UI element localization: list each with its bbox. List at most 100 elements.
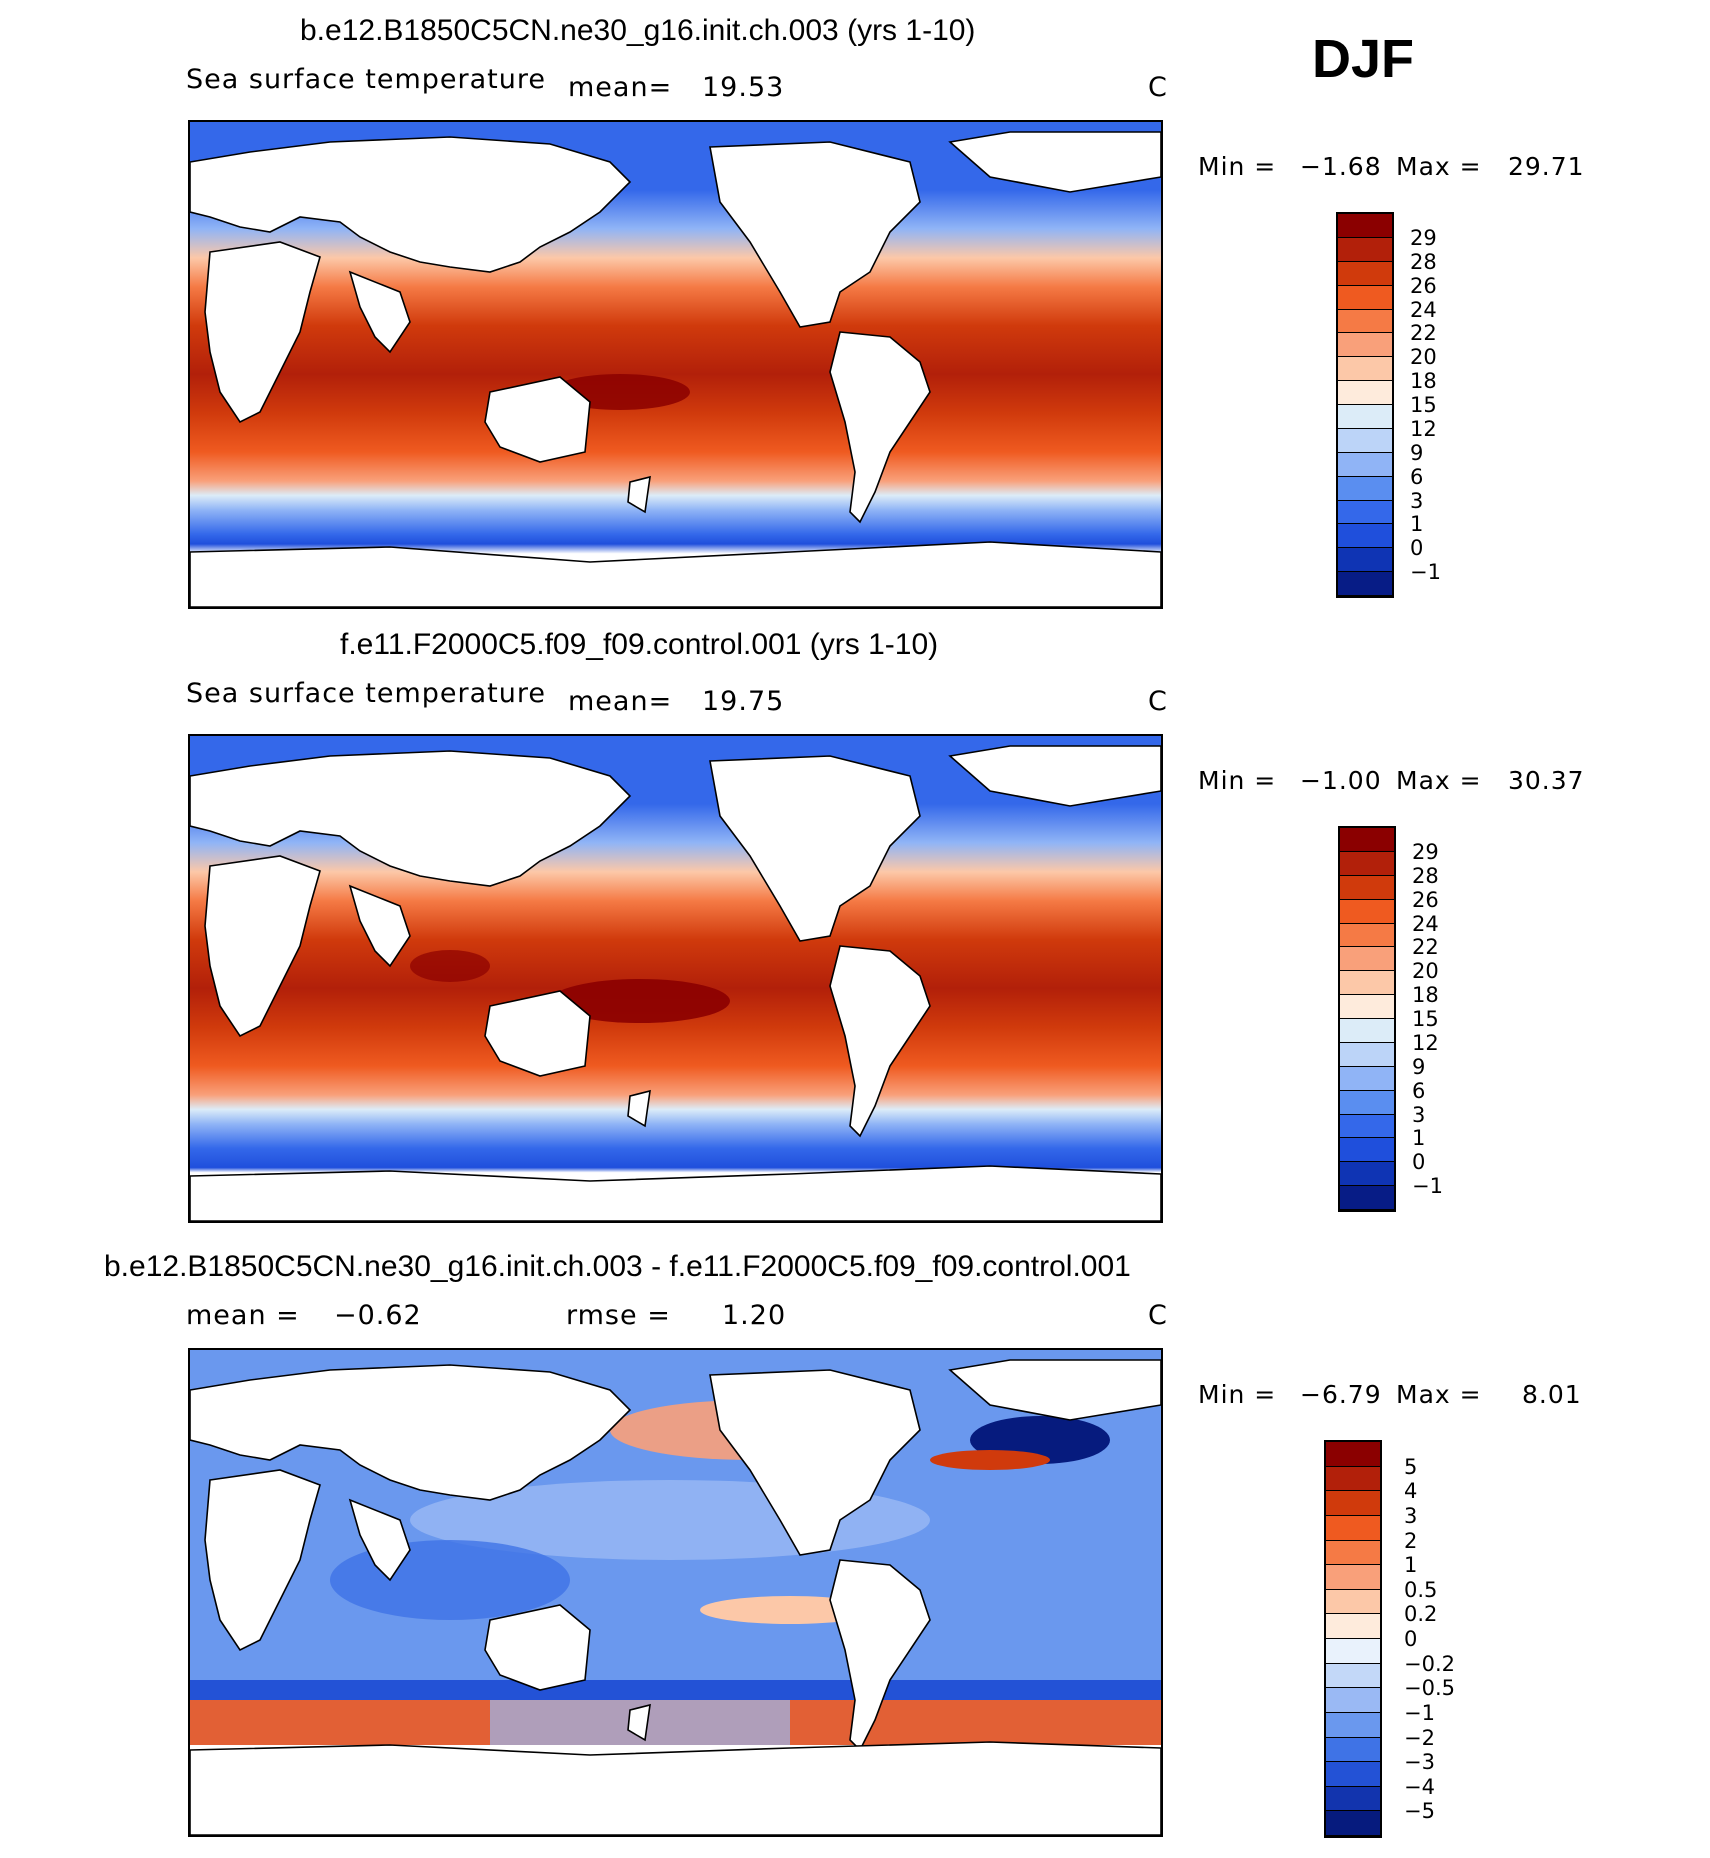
panel2-colorbar-segment — [1340, 947, 1394, 972]
panel2-colorbar-segment — [1340, 1066, 1394, 1091]
panel3-title: b.e12.B1850C5CN.ne30_g16.init.ch.003 - f… — [104, 1250, 1131, 1283]
panel2-colorbar-tick-label: 9 — [1412, 1054, 1426, 1079]
panel3-colorbar-tick-label: 5 — [1404, 1454, 1418, 1479]
panel2-colorbar-tick-label: 3 — [1412, 1102, 1426, 1127]
panel1-colorbar-segment — [1338, 452, 1392, 477]
panel1-colorbar-segment — [1338, 237, 1392, 262]
panel3-min-label: Min = — [1198, 1380, 1277, 1409]
panel3-colorbar-tick-label: 0 — [1404, 1627, 1418, 1651]
panel2-colorbar-segment — [1340, 899, 1394, 924]
panel2-colorbar-segment — [1340, 1042, 1394, 1067]
panel3-mean-value: −0.62 — [334, 1300, 422, 1331]
panel2-max-value: 30.37 — [1508, 766, 1585, 795]
panel2-mean-value: 19.75 — [702, 686, 785, 717]
panel2-colorbar-tick-label: 15 — [1412, 1007, 1439, 1031]
panel1-colorbar-tick-label: 28 — [1410, 249, 1437, 274]
panel1-colorbar-segment — [1338, 548, 1392, 573]
panel1-min-value: −1.68 — [1300, 152, 1382, 181]
season-label: DJF — [1312, 29, 1415, 89]
panel1-colorbar-segment — [1338, 285, 1392, 310]
panel1-colorbar-tick-label: 0 — [1410, 536, 1424, 561]
panel2-colorbar — [1338, 826, 1396, 1212]
panel2-colorbar-segment — [1340, 971, 1394, 996]
panel1-colorbar-tick-label: 1 — [1410, 512, 1424, 537]
panel3-max-label: Max = — [1396, 1380, 1482, 1409]
panel2-colorbar-segment — [1340, 1114, 1394, 1139]
panel1-colorbar-tick-label: 24 — [1410, 297, 1437, 322]
panel3-colorbar-segment — [1326, 1515, 1380, 1541]
panel3-colorbar-tick-label: −3 — [1404, 1750, 1435, 1775]
panel3-mean-label: mean = — [186, 1300, 300, 1331]
panel1-colorbar-segment — [1338, 572, 1392, 596]
panel1-colorbar-tick-label: 9 — [1410, 440, 1424, 465]
panel2-colorbar-tick-label: 18 — [1412, 983, 1439, 1008]
panel1-units: C — [1148, 72, 1168, 103]
panel3-rmse-value: 1.20 — [722, 1300, 787, 1331]
panel3-colorbar-segment — [1326, 1663, 1380, 1689]
panel2-colorbar-tick-label: 0 — [1412, 1150, 1426, 1175]
panel2-colorbar-tick-label: 22 — [1412, 935, 1439, 960]
panel3-units: C — [1148, 1300, 1168, 1331]
panel1-min-label: Min = — [1198, 152, 1277, 181]
panel2-colorbar-segment — [1340, 875, 1394, 900]
panel1-colorbar-segment — [1338, 500, 1392, 525]
panel3-colorbar-tick-label: −0.5 — [1404, 1676, 1455, 1701]
panel1-colorbar-segment — [1338, 357, 1392, 382]
panel1-map — [188, 120, 1163, 609]
panel3-colorbar-tick-label: −5 — [1404, 1799, 1435, 1824]
panel1-title: b.e12.B1850C5CN.ne30_g16.init.ch.003 (yr… — [300, 14, 976, 47]
panel1-mean-value: 19.53 — [702, 72, 785, 103]
panel1-mean-label: mean= — [568, 72, 673, 103]
panel3-colorbar-segment — [1326, 1688, 1380, 1713]
panel1-colorbar-tick-label: 12 — [1410, 416, 1437, 441]
panel3-colorbar-tick-label: 0.5 — [1404, 1577, 1438, 1602]
panel1-colorbar-tick-label: 29 — [1410, 225, 1437, 250]
panel3-colorbar-tick-label: 2 — [1404, 1528, 1418, 1553]
panel1-colorbar-segment — [1338, 428, 1392, 453]
panel2-colorbar-segment — [1340, 1138, 1394, 1163]
panel1-colorbar-segment — [1338, 309, 1392, 334]
panel3-colorbar-segment — [1326, 1639, 1380, 1664]
panel3-colorbar-tick-label: 3 — [1404, 1503, 1418, 1528]
panel3-colorbar-segment — [1326, 1589, 1380, 1615]
panel2-colorbar-tick-label: 28 — [1412, 863, 1439, 888]
panel2-colorbar-segment — [1340, 1090, 1394, 1115]
panel1-colorbar-segment — [1338, 381, 1392, 405]
panel2-colorbar-tick-label: 6 — [1412, 1078, 1426, 1103]
panel3-colorbar-segment — [1326, 1466, 1380, 1492]
panel2-colorbar-segment — [1340, 1186, 1394, 1210]
panel3-colorbar-tick-label: −0.2 — [1404, 1651, 1455, 1676]
panel1-colorbar-segment — [1338, 214, 1392, 238]
panel3-colorbar-segment — [1326, 1737, 1380, 1763]
panel2-colorbar-segment — [1340, 828, 1394, 852]
panel3-map — [188, 1348, 1163, 1837]
panel2-units: C — [1148, 686, 1168, 717]
panel3-map-svg — [190, 1350, 1161, 1835]
panel3-min-value: −6.79 — [1300, 1380, 1382, 1409]
panel3-colorbar-tick-label: 4 — [1404, 1479, 1418, 1504]
panel3-colorbar-segment — [1326, 1762, 1380, 1787]
panel1-colorbar-segment — [1338, 524, 1392, 549]
panel2-min-value: −1.00 — [1300, 766, 1382, 795]
panel1-colorbar-segment — [1338, 476, 1392, 501]
panel1-colorbar-segment — [1338, 333, 1392, 358]
panel1-variable: Sea surface temperature — [186, 64, 546, 95]
panel1-max-label: Max = — [1396, 152, 1482, 181]
panel3-colorbar-tick-label: 1 — [1404, 1553, 1418, 1578]
panel1-max-value: 29.71 — [1508, 152, 1585, 181]
panel2-colorbar-tick-label: 26 — [1412, 887, 1439, 912]
panel1-colorbar-segment — [1338, 261, 1392, 286]
panel1-colorbar-tick-label: 6 — [1410, 464, 1424, 489]
panel2-max-label: Max = — [1396, 766, 1482, 795]
panel2-min-label: Min = — [1198, 766, 1277, 795]
panel3-colorbar-tick-label: 0.2 — [1404, 1602, 1438, 1627]
panel2-colorbar-tick-label: −1 — [1412, 1174, 1443, 1199]
panel1-colorbar — [1336, 212, 1394, 598]
panel3-colorbar-segment — [1326, 1540, 1380, 1566]
panel3-colorbar-segment — [1326, 1811, 1380, 1836]
panel3-colorbar-segment — [1326, 1712, 1380, 1738]
panel2-variable: Sea surface temperature — [186, 678, 546, 709]
panel2-map — [188, 734, 1163, 1223]
panel3-colorbar-tick-label: −4 — [1404, 1774, 1435, 1799]
panel2-colorbar-tick-label: 29 — [1412, 839, 1439, 864]
